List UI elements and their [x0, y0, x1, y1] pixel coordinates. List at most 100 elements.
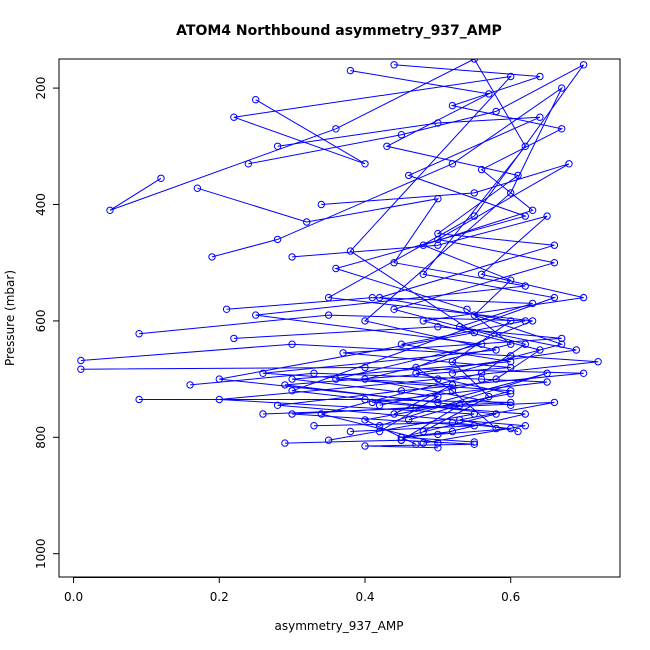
data-point	[346, 427, 355, 436]
series-2	[77, 340, 602, 444]
data-point	[419, 427, 427, 436]
data-point	[244, 160, 253, 168]
data-point	[434, 119, 442, 127]
data-point	[419, 241, 427, 249]
y-tick-label: 1000	[34, 538, 48, 569]
data-point	[222, 305, 231, 313]
data-point	[412, 369, 420, 377]
data-point	[281, 381, 289, 389]
series-line	[233, 326, 562, 441]
series-5	[135, 395, 515, 436]
series-line	[226, 297, 577, 445]
data-point	[419, 317, 427, 325]
series-4	[135, 311, 529, 436]
series-line	[313, 422, 511, 443]
data-point	[579, 293, 588, 302]
data-point	[456, 401, 464, 409]
series-line	[321, 163, 570, 444]
series-19	[259, 398, 559, 436]
data-point	[507, 424, 515, 433]
data-point	[135, 330, 143, 338]
data-point	[507, 340, 515, 348]
data-point	[434, 323, 442, 331]
data-point	[543, 378, 551, 386]
data-point	[558, 334, 566, 343]
data-point	[448, 419, 457, 427]
data-point	[434, 229, 442, 238]
y-axis-label: Pressure (mbar)	[3, 270, 17, 366]
data-point	[536, 72, 544, 81]
series-line	[292, 215, 584, 406]
y-tick-label: 800	[34, 426, 48, 449]
data-point	[273, 235, 282, 244]
data-point	[434, 444, 442, 452]
series-line	[277, 116, 541, 406]
data-point	[528, 206, 537, 215]
data-point	[507, 72, 515, 81]
series-line	[139, 314, 526, 432]
data-point	[288, 387, 296, 395]
data-point	[157, 174, 165, 183]
data-point	[288, 410, 296, 418]
series-line	[80, 343, 599, 441]
data-point	[332, 264, 340, 273]
series-line	[197, 187, 526, 421]
data-point	[456, 416, 464, 424]
data-point	[273, 142, 282, 151]
data-point	[405, 171, 413, 180]
y-tick-label: 600	[34, 309, 48, 332]
data-point	[397, 436, 406, 444]
data-point	[485, 90, 493, 98]
data-point	[572, 346, 580, 354]
series-line	[394, 64, 564, 374]
data-point	[528, 317, 537, 325]
data-point	[507, 390, 515, 398]
data-point	[536, 346, 544, 354]
data-point	[448, 101, 457, 110]
data-point	[375, 401, 384, 409]
data-point	[448, 387, 457, 395]
data-point	[230, 113, 238, 121]
data-point	[252, 311, 260, 319]
data-point	[470, 311, 478, 319]
data-point	[470, 59, 478, 63]
data-point	[463, 305, 471, 313]
data-point	[550, 293, 559, 302]
data-point	[361, 317, 369, 325]
data-point	[579, 61, 588, 69]
data-point	[492, 346, 500, 354]
data-point	[521, 410, 529, 418]
data-point	[383, 142, 391, 151]
data-point	[448, 369, 457, 377]
data-point	[514, 427, 522, 436]
data-point	[492, 375, 500, 383]
series-line	[350, 70, 555, 432]
data-point	[77, 356, 85, 365]
data-point	[550, 259, 559, 267]
series-16	[390, 61, 566, 377]
x-tick-label: 0.4	[355, 590, 374, 604]
data-point	[470, 189, 478, 197]
data-point	[558, 125, 566, 133]
x-axis-label: asymmetry_937_AMP	[275, 619, 404, 633]
data-point	[230, 334, 238, 343]
data-point	[521, 340, 529, 348]
data-point	[507, 358, 515, 366]
x-tick-label: 0.6	[501, 590, 520, 604]
series-line	[109, 59, 557, 438]
data-point	[550, 398, 559, 407]
data-point	[259, 410, 267, 418]
data-point	[507, 189, 515, 197]
data-point	[288, 375, 296, 383]
y-tick-label: 200	[34, 77, 48, 100]
data-point	[259, 369, 267, 377]
series-13	[317, 160, 573, 447]
data-point	[477, 369, 486, 377]
data-point	[303, 218, 311, 226]
plot-area	[77, 59, 602, 452]
chart-title: ATOM4 Northbound asymmetry_937_AMP	[176, 23, 502, 39]
data-point	[273, 401, 282, 409]
data-point	[324, 436, 333, 444]
series-17	[310, 419, 515, 446]
